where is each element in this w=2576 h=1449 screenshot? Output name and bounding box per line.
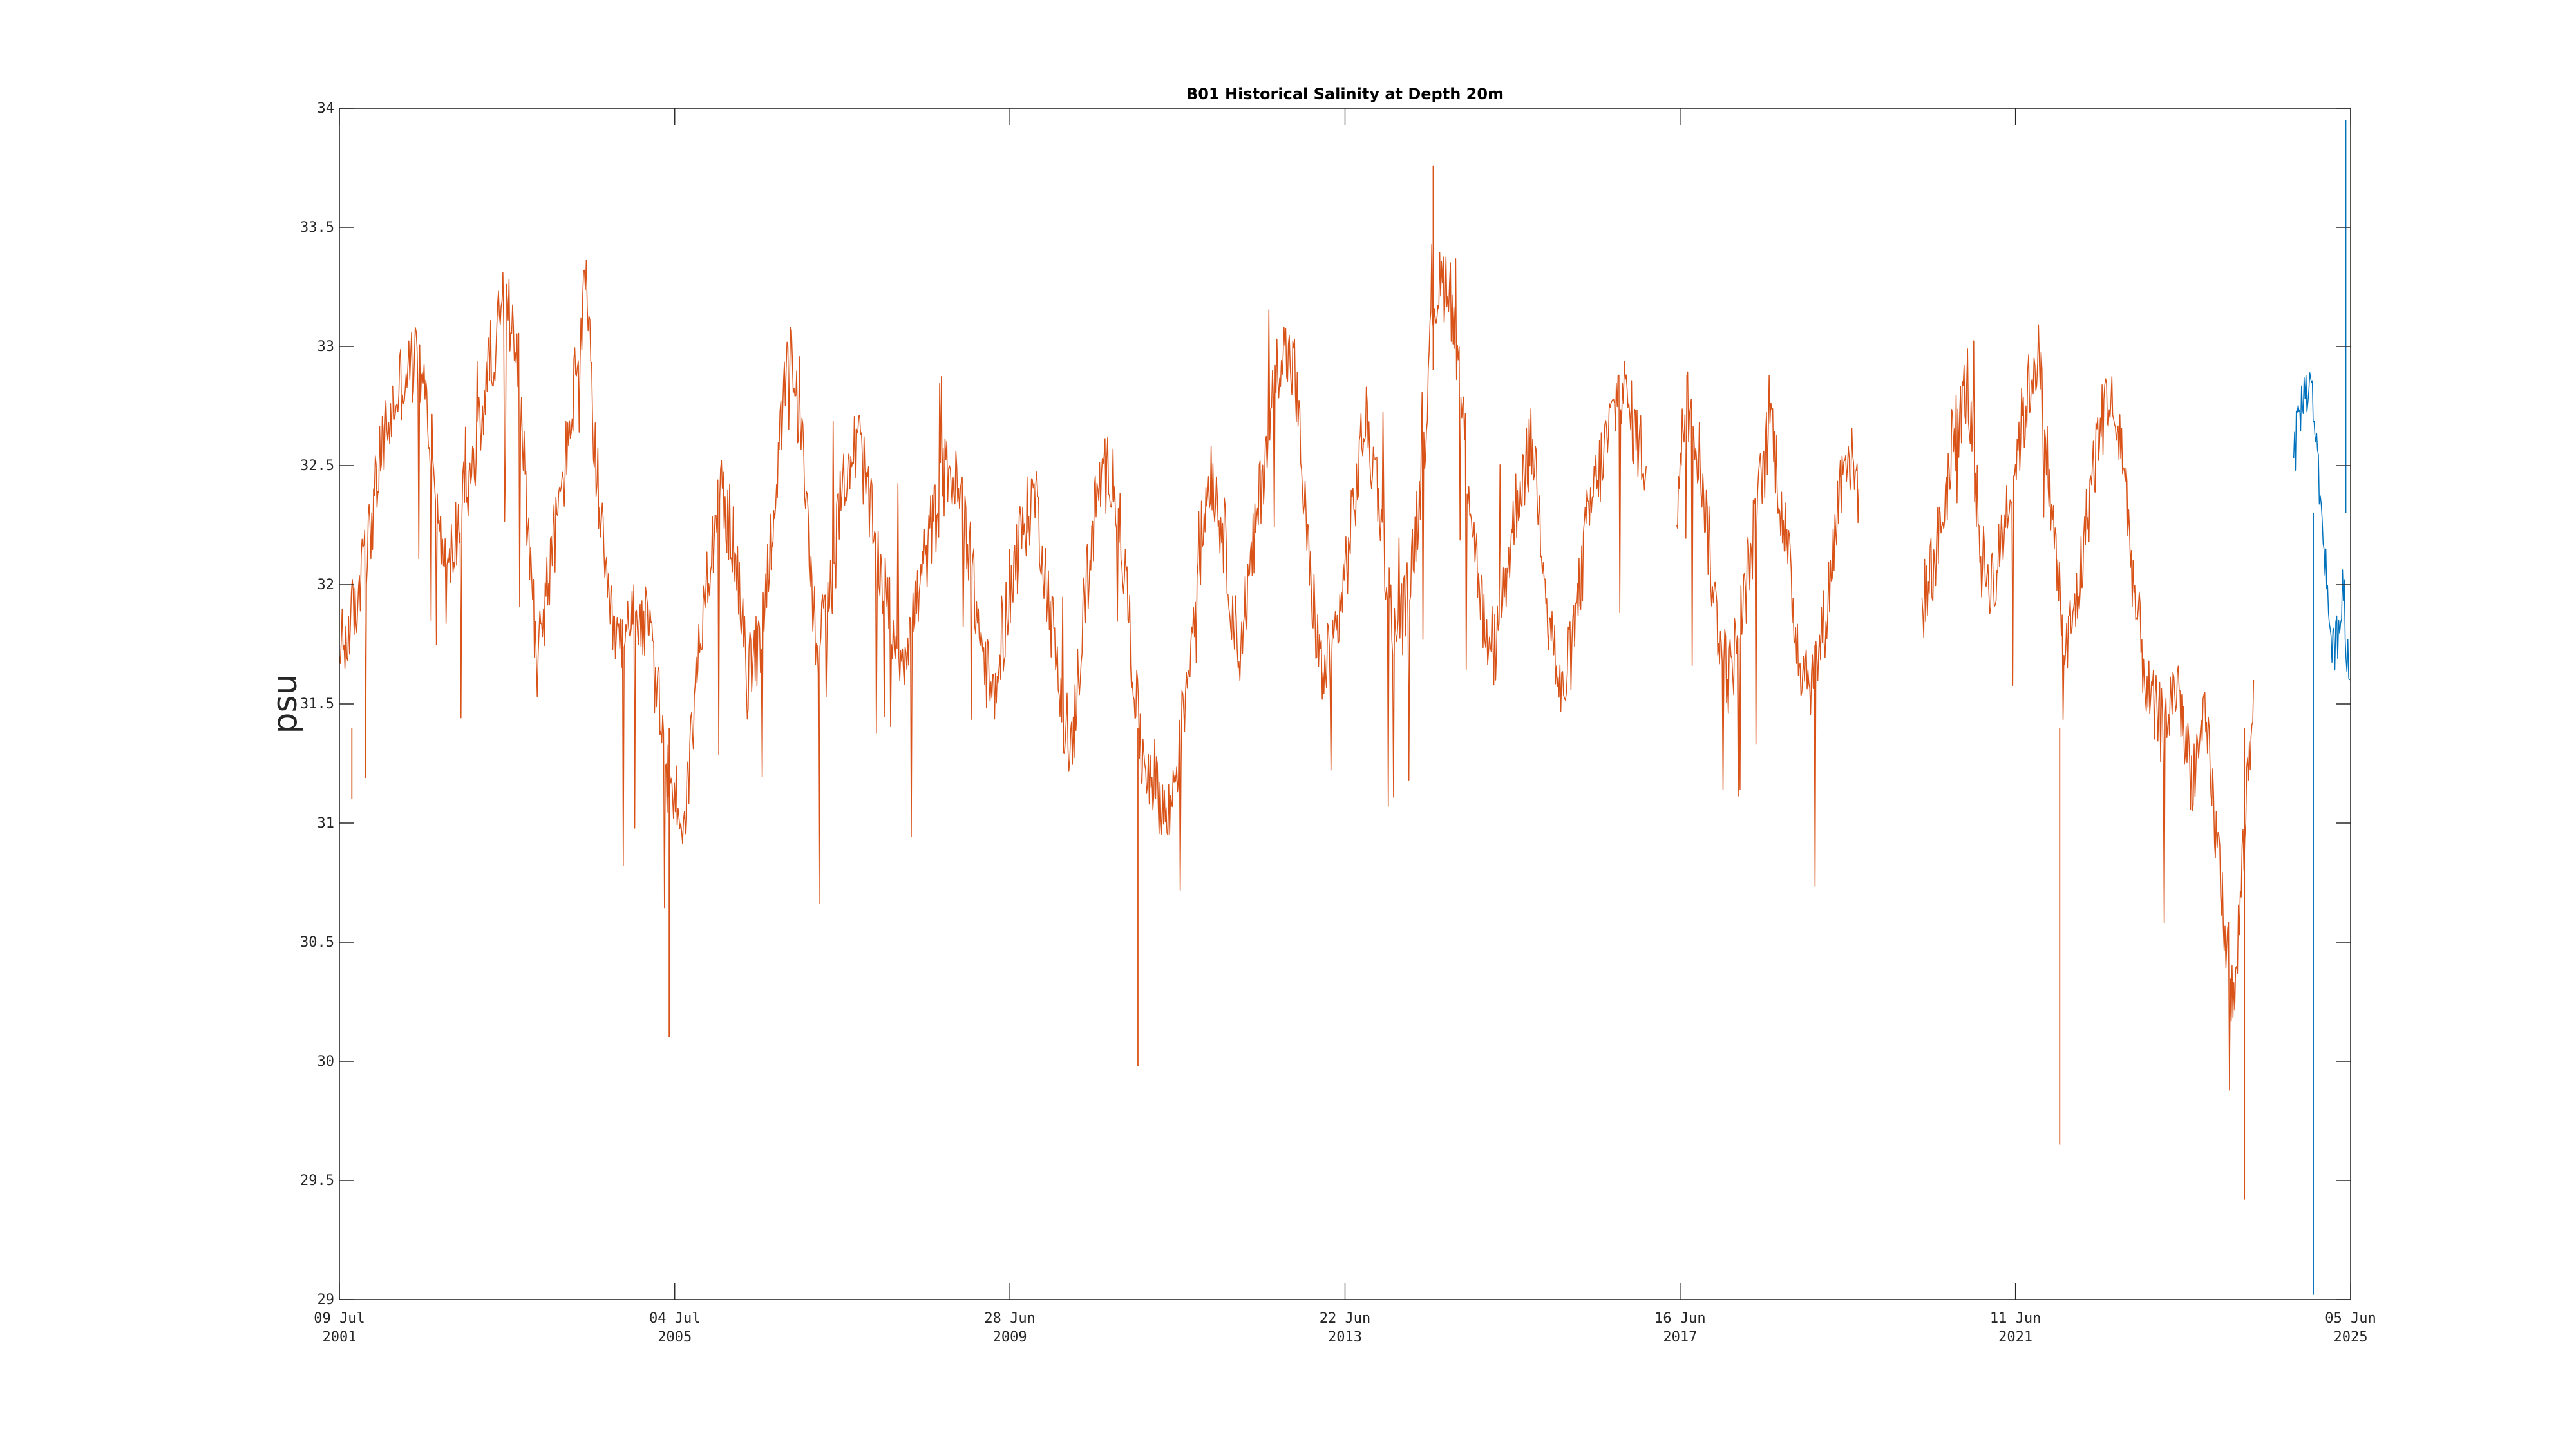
x-tick-label-year: 2025 (2334, 1329, 2368, 1345)
x-tick-label: 09 Jul (314, 1311, 365, 1327)
x-tick-label: 04 Jul (649, 1311, 700, 1327)
y-axis-label: psu (266, 674, 305, 734)
y-tick-label: 33 (317, 339, 335, 355)
x-tick-label: 05 Jun (2325, 1311, 2376, 1327)
series-2-line-segment-1 (2293, 372, 2351, 681)
series-1-line-segment-3 (1921, 324, 2255, 1091)
y-tick-label: 30.5 (300, 934, 334, 951)
y-tick-label: 33.5 (300, 220, 334, 236)
x-tick-label-year: 2009 (993, 1329, 1027, 1345)
x-tick-label: 22 Jun (1320, 1311, 1370, 1327)
plot-area (339, 120, 2351, 1295)
y-tick-label: 34 (317, 100, 335, 117)
x-tick-label-year: 2021 (1998, 1329, 2032, 1345)
axis-ticks: 29 29.5 30 30.5 31 31.5 32 32.5 33 33.5 34 09 Jul 20… (300, 100, 2376, 1345)
series-1-line-segment-1 (339, 243, 1647, 909)
y-tick-label: 29 (317, 1292, 335, 1308)
x-tick-label-year: 2013 (1328, 1329, 1362, 1345)
y-tick-label: 30 (317, 1054, 335, 1070)
y-tick-label: 31 (317, 815, 335, 831)
y-tick-label: 32.5 (300, 458, 334, 474)
x-tick-label-year: 2001 (323, 1329, 357, 1345)
chart-title: B01 Historical Salinity at Depth 20m (1186, 85, 1504, 103)
x-tick-label-year: 2017 (1663, 1329, 1697, 1345)
x-tick-label: 28 Jun (984, 1311, 1035, 1327)
y-tick-label: 29.5 (300, 1173, 334, 1189)
x-tick-label: 16 Jun (1654, 1311, 1705, 1327)
series-1-line-segment-2 (1676, 371, 1860, 887)
x-tick-label-year: 2005 (658, 1329, 692, 1345)
y-tick-label: 32 (317, 577, 335, 593)
y-tick-label: 31.5 (300, 696, 334, 712)
x-tick-label: 11 Jun (1990, 1311, 2041, 1327)
